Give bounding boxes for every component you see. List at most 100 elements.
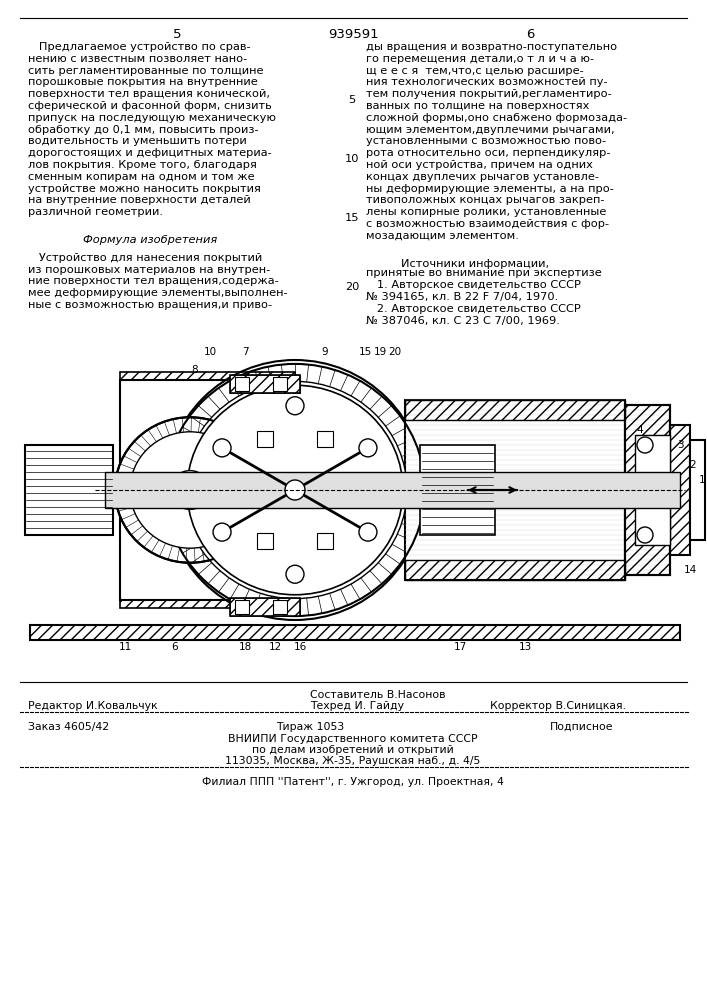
Bar	[257, 533, 274, 549]
Bar	[25, 445, 113, 535]
Ellipse shape	[637, 527, 653, 543]
Ellipse shape	[637, 437, 653, 453]
Text: порошковые покрытия на внутренние: порошковые покрытия на внутренние	[28, 77, 258, 87]
Text: 14: 14	[684, 565, 696, 575]
Text: ния технологических возможностей пу-: ния технологических возможностей пу-	[366, 77, 607, 87]
Text: 15: 15	[345, 213, 359, 223]
Bar	[317, 431, 333, 447]
Bar	[235, 600, 249, 614]
Text: Формула изобретения: Формула изобретения	[83, 235, 217, 245]
Text: различной геометрии.: различной геометрии.	[28, 207, 163, 217]
Text: нению с известным позволяет нано-: нению с известным позволяет нано-	[28, 54, 247, 64]
Text: Устройство для нанесения покрытий: Устройство для нанесения покрытий	[28, 253, 262, 263]
Bar	[105, 472, 680, 508]
Text: Составитель В.Насонов: Составитель В.Насонов	[310, 690, 445, 700]
Text: 5: 5	[173, 28, 181, 41]
Text: поверхности тел вращения конической,: поверхности тел вращения конической,	[28, 89, 270, 99]
Text: 16: 16	[293, 642, 307, 652]
Text: 19: 19	[373, 347, 387, 357]
Text: 1. Авторское свидетельство СССР: 1. Авторское свидетельство СССР	[366, 280, 581, 290]
Text: 15: 15	[358, 347, 372, 357]
Text: 20: 20	[388, 347, 402, 357]
Text: 8: 8	[192, 365, 198, 375]
Text: ВНИИПИ Государственного комитета СССР: ВНИИПИ Государственного комитета СССР	[228, 734, 478, 744]
Text: сменным копирам на одном и том же: сменным копирам на одном и том же	[28, 172, 255, 182]
Bar	[625, 405, 670, 575]
Text: 10: 10	[204, 347, 216, 357]
Text: водительность и уменьшить потери: водительность и уменьшить потери	[28, 136, 247, 146]
Bar	[230, 598, 300, 616]
Ellipse shape	[285, 480, 305, 500]
Bar	[670, 425, 690, 555]
Text: ной оси устройства, причем на одних: ной оси устройства, причем на одних	[366, 160, 593, 170]
Text: 939591: 939591	[327, 28, 378, 41]
Text: Тираж 1053: Тираж 1053	[276, 722, 344, 732]
Bar	[625, 405, 670, 575]
Text: из порошковых материалов на внутрен-: из порошковых материалов на внутрен-	[28, 265, 270, 275]
Ellipse shape	[183, 381, 407, 599]
Text: ющим элементом,двуплечими рычагами,: ющим элементом,двуплечими рычагами,	[366, 125, 614, 135]
Ellipse shape	[130, 432, 250, 548]
Text: 4: 4	[637, 425, 643, 435]
Text: 5: 5	[349, 95, 356, 105]
Text: щ е е с я  тем,что,с целью расшире-: щ е е с я тем,что,с целью расшире-	[366, 66, 584, 76]
Ellipse shape	[187, 385, 403, 595]
Text: 9: 9	[322, 347, 328, 357]
Text: дорогостоящих и дефицитных материа-: дорогостоящих и дефицитных материа-	[28, 148, 271, 158]
Ellipse shape	[165, 360, 425, 620]
Text: ванных по толщине на поверхностях: ванных по толщине на поверхностях	[366, 101, 590, 111]
Ellipse shape	[213, 439, 231, 457]
Bar	[420, 445, 495, 535]
Bar	[120, 380, 300, 600]
Text: 2. Авторское свидетельство СССР: 2. Авторское свидетельство СССР	[366, 304, 580, 314]
Text: припуск на последующую механическую: припуск на последующую механическую	[28, 113, 276, 123]
Text: 5: 5	[29, 475, 35, 485]
Text: № 394165, кл. В 22 F 7/04, 1970.: № 394165, кл. В 22 F 7/04, 1970.	[366, 292, 559, 302]
Bar	[273, 377, 287, 391]
Bar	[30, 625, 680, 640]
Text: обработку до 0,1 мм, повысить произ-: обработку до 0,1 мм, повысить произ-	[28, 125, 259, 135]
Text: принятые во внимание при экспертизе: принятые во внимание при экспертизе	[366, 268, 602, 278]
Text: 10: 10	[345, 154, 359, 164]
Text: 113035, Москва, Ж-35, Раушская наб., д. 4/5: 113035, Москва, Ж-35, Раушская наб., д. …	[226, 756, 481, 766]
Bar	[273, 600, 287, 614]
Text: 17: 17	[453, 642, 467, 652]
Text: го перемещения детали,о т л и ч а ю-: го перемещения детали,о т л и ч а ю-	[366, 54, 594, 64]
Text: Заказ 4605/42: Заказ 4605/42	[28, 722, 109, 732]
Bar	[230, 375, 300, 393]
Text: Филиал ППП ''Патент'', г. Ужгород, ул. Проектная, 4: Филиал ППП ''Патент'', г. Ужгород, ул. П…	[202, 777, 504, 787]
Text: на внутренние поверхности деталей: на внутренние поверхности деталей	[28, 195, 251, 205]
Text: с возможностью взаимодействия с фор-: с возможностью взаимодействия с фор-	[366, 219, 609, 229]
Text: 1: 1	[699, 475, 706, 485]
Text: Источники информации,: Источники информации,	[401, 259, 549, 269]
Ellipse shape	[286, 565, 304, 583]
Text: мозадающим элементом.: мозадающим элементом.	[366, 231, 519, 241]
Bar	[120, 600, 295, 608]
Text: 20: 20	[345, 282, 359, 292]
Text: по делам изобретений и открытий: по делам изобретений и открытий	[252, 745, 454, 755]
Text: Предлагаемое устройство по срав-: Предлагаемое устройство по срав-	[28, 42, 250, 52]
Bar	[230, 598, 300, 616]
Text: рота относительно оси, перпендикуляр-: рота относительно оси, перпендикуляр-	[366, 148, 611, 158]
Bar	[120, 372, 295, 380]
Text: 11: 11	[118, 642, 132, 652]
Ellipse shape	[213, 523, 231, 541]
Text: 3: 3	[677, 440, 683, 450]
Text: тивоположных концах рычагов закреп-: тивоположных концах рычагов закреп-	[366, 195, 604, 205]
Text: Корректор В.Синицкая.: Корректор В.Синицкая.	[490, 701, 626, 711]
Bar	[20, 370, 690, 660]
Bar	[230, 375, 300, 393]
Text: 12: 12	[269, 642, 281, 652]
Text: 2: 2	[690, 460, 696, 470]
Text: 13: 13	[518, 642, 532, 652]
Text: сферической и фасонной форм, снизить: сферической и фасонной форм, снизить	[28, 101, 271, 111]
Text: 6: 6	[526, 28, 534, 41]
Text: Техред И. Гайду: Техред И. Гайду	[310, 701, 404, 711]
Text: лов покрытия. Кроме того, благодаря: лов покрытия. Кроме того, благодаря	[28, 160, 257, 170]
Bar	[405, 400, 625, 580]
Text: ны деформирующие элементы, а на про-: ны деформирующие элементы, а на про-	[366, 184, 614, 194]
Text: сить регламентированные по толщине: сить регламентированные по толщине	[28, 66, 264, 76]
Text: мее деформирующие элементы,выполнен-: мее деформирующие элементы,выполнен-	[28, 288, 288, 298]
Text: 18: 18	[238, 642, 252, 652]
Bar	[317, 533, 333, 549]
